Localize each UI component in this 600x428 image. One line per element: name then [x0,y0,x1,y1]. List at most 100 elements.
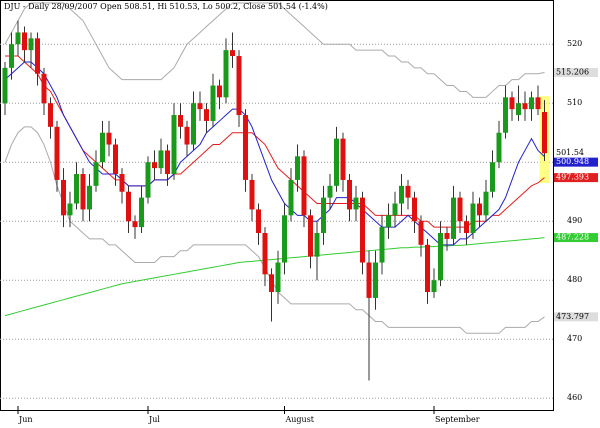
candle-body [314,233,320,257]
candle-body [425,244,430,293]
y-tick-label: 490 [567,216,582,225]
x-tick-label: Jul [148,415,160,424]
candle-body [262,233,268,275]
candle-body [48,103,53,127]
candle-body [158,150,164,169]
candle-body [126,191,131,222]
candle-body [373,262,378,298]
value-tag-box [554,173,598,183]
candle-body [165,150,170,175]
candle-body [197,103,203,110]
candle-body [490,162,495,192]
candle-body [230,50,235,57]
candle-body [282,215,287,263]
candle-body [483,191,489,216]
candle-body [236,56,242,116]
value-tag-box [554,157,598,167]
candle-body [353,197,359,210]
candle-body [74,174,79,204]
candle-body [100,132,105,163]
candle-body [529,97,534,110]
candle-body [210,85,216,121]
value-tag-box [554,68,598,78]
candle-body [542,112,547,154]
candle-body [139,197,144,228]
candle-body [438,233,443,281]
candle-body [496,132,502,163]
candle-body [28,38,34,51]
candle-body [451,197,456,239]
value-tag: 515.206 [556,68,589,77]
candle-body [9,44,14,68]
y-tick-label: 510 [567,98,582,107]
candle-body [80,174,86,210]
candle-body [178,115,183,127]
candle-body [2,67,8,104]
candle-body [347,179,352,210]
candle-body [522,103,528,110]
candle-body [152,162,157,169]
indicator-line [4,237,545,317]
candle-body [295,156,300,180]
candle-body [15,32,21,45]
candle-body [288,179,294,216]
candle-body [171,115,177,175]
candle-body [269,274,274,293]
candle-body [399,185,404,204]
candle-body [516,103,521,116]
indicator-line [4,126,545,334]
candle-body [87,185,92,210]
indicator-line [4,2,545,98]
candle-body [256,209,261,234]
candle-body [113,144,118,175]
candle-body [145,162,151,198]
value-tag: 497.393 [556,173,589,182]
candle-body [321,197,326,234]
candle-body [67,203,73,216]
candle-body [54,126,60,180]
value-tag-box [554,148,598,158]
candle-body [360,197,365,263]
candle-body [457,197,463,222]
value-tag: 501.54 [556,148,584,157]
candle-body [223,50,229,98]
candle-body [308,215,313,257]
candle-body [301,156,307,216]
x-tick-label: Jun [18,415,33,424]
candle-body [464,221,469,234]
candle-body [243,115,248,180]
candle-body [204,109,209,121]
candle-body [509,97,515,110]
y-tick-label: 470 [567,334,582,343]
candle-body [217,85,222,98]
candle-body [405,185,411,198]
candle-body [249,179,255,210]
candle-body [392,203,398,216]
candle-body [340,138,346,180]
value-tag-box [554,233,598,243]
candle-body [412,197,417,222]
candle-body [470,203,476,234]
y-tick-label: 480 [567,275,582,284]
value-tag: 500.948 [556,157,589,166]
candle-body [119,174,125,192]
candle-body [535,97,541,110]
value-tag-box [554,312,598,322]
candle-body [93,162,99,186]
candle-body [503,97,508,133]
candle-body [275,262,281,293]
candle-body [366,262,372,298]
candle-body [334,138,339,186]
candle-body [444,233,450,239]
candle-body [379,227,385,263]
candle-body [106,132,112,145]
candle-body [132,221,138,228]
x-tick-label: September [435,415,480,424]
value-tag: 473.797 [556,312,589,321]
candle-body [35,38,40,74]
value-tag: 487.228 [556,233,589,242]
y-tick-label: 460 [567,393,582,402]
chart-title: DJU - Daily 28/09/2007 Open 508.51, Hi 5… [4,2,328,11]
candle-body [184,126,190,145]
